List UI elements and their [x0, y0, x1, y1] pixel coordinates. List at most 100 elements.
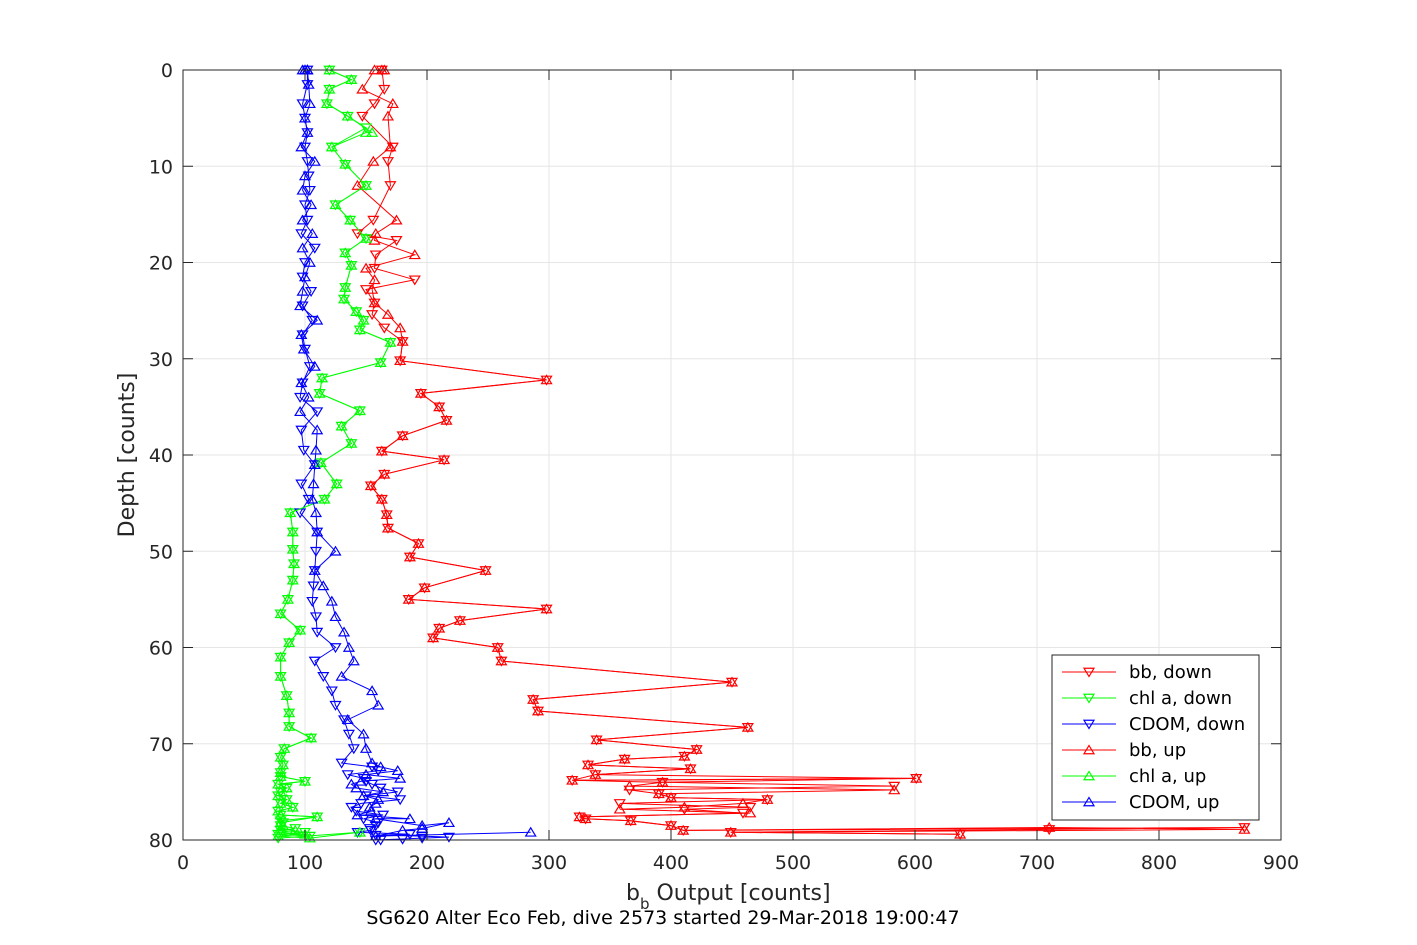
data-point-cdom-up [366, 757, 379, 768]
x-axis-label-main: b [626, 881, 640, 906]
data-point-cdom-up [307, 478, 320, 489]
data-point-cdom-down [307, 581, 320, 592]
data-point-chl-a-up [283, 720, 296, 731]
data-point-cdom-up [329, 611, 342, 622]
data-point-chl-a-up [305, 732, 318, 743]
data-point-bb-up [566, 774, 579, 785]
legend-item-bb-up: bb, up [1062, 740, 1186, 761]
data-point-bb-up [427, 632, 440, 643]
data-point-chl-a-up [325, 141, 338, 152]
y-tick-label: 80 [149, 830, 173, 852]
legend-marker [1082, 796, 1096, 807]
data-point-bb-up [364, 480, 377, 491]
data-point-bb-up [623, 780, 636, 791]
data-point-cdom-up [308, 458, 321, 469]
x-tick-label: 400 [653, 852, 689, 874]
data-point-cdom-down [329, 643, 342, 654]
data-point-chl-a-up [345, 73, 358, 84]
data-point-chl-a-up [330, 478, 343, 489]
data-point-cdom-up [357, 790, 370, 801]
x-tick-label: 900 [1263, 852, 1299, 874]
data-point-chl-a-up [344, 214, 357, 225]
data-point-bb-up [678, 750, 691, 761]
data-point-cdom-up [374, 761, 387, 772]
data-point-cdom-up [347, 655, 360, 666]
x-tick-label: 800 [1141, 852, 1177, 874]
data-point-bb-up [954, 828, 967, 839]
data-point-cdom-up [296, 242, 309, 253]
data-point-chl-a-up [318, 493, 331, 504]
legend-label: bb, up [1129, 740, 1186, 761]
x-axis-label: bb Output [counts] [626, 881, 831, 913]
data-point-cdom-down [308, 656, 321, 667]
data-point-chl-a-up [353, 324, 366, 335]
data-point-bb-up [910, 772, 923, 783]
data-point-chl-a-down [359, 123, 373, 134]
data-point-bb-up [359, 262, 373, 273]
data-point-bb-up [384, 141, 397, 152]
data-point-bb-up [590, 734, 603, 745]
data-point-cdom-up [298, 112, 312, 123]
data-point-bb-up [624, 815, 637, 826]
x-tick-label: 300 [531, 852, 567, 874]
data-point-chl-a-up [359, 179, 373, 190]
data-point-cdom-up [396, 824, 409, 835]
data-point-bb-up [380, 509, 393, 520]
data-point-cdom-up [311, 526, 324, 537]
data-point-bb-down [369, 250, 382, 261]
data-point-bb-down [384, 181, 397, 192]
data-point-chl-a-up [316, 372, 329, 383]
data-point-chl-a-up [283, 637, 296, 648]
data-point-cdom-up [355, 775, 368, 786]
data-point-cdom-up [351, 809, 364, 820]
data-point-bb-down [390, 236, 403, 247]
data-point-cdom-up [297, 343, 310, 354]
data-point-cdom-up [308, 360, 321, 371]
data-point-cdom-up [302, 391, 315, 402]
data-point-bb-down [356, 111, 369, 122]
data-point-chl-a-up [272, 805, 285, 816]
data-point-cdom-down [335, 758, 348, 769]
data-point-bb-up [527, 693, 540, 704]
data-point-cdom-down [309, 612, 323, 623]
data-point-chl-a-up [345, 259, 358, 270]
data-point-cdom-down [294, 392, 307, 403]
data-point-bb-up [888, 784, 901, 795]
data-point-chl-a-up [329, 199, 342, 210]
y-tick-labels: 0 10 20 30 40 50 60 70 80 [149, 60, 173, 852]
data-point-cdom-up [359, 742, 373, 753]
data-point-bb-down [613, 799, 626, 810]
data-point-chl-a-up [274, 651, 287, 662]
x-tick-label: 0 [177, 852, 189, 874]
data-point-cdom-up [416, 822, 429, 833]
data-point-chl-a-up [313, 387, 326, 398]
data-point-cdom-up [317, 580, 330, 591]
data-point-cdom-up [306, 227, 319, 238]
data-point-chl-a-up [311, 811, 324, 822]
data-point-cdom-up [306, 493, 319, 504]
data-point-bb-up [433, 622, 446, 633]
series-line-cdom-up [299, 69, 531, 837]
data-point-cdom-up [391, 765, 404, 776]
data-point-chl-a-up [366, 126, 379, 137]
series-layer [272, 64, 1251, 846]
data-point-cdom-up [345, 778, 358, 789]
data-point-cdom-down [337, 715, 351, 726]
data-point-cdom-up [341, 714, 354, 725]
data-point-chl-a-up [272, 778, 285, 789]
data-point-cdom-up [298, 271, 312, 282]
data-point-cdom-up [359, 768, 373, 779]
data-point-bb-up [664, 791, 678, 803]
data-point-bb-up [402, 593, 415, 604]
data-point-bb-down [368, 263, 381, 274]
data-point-bb-up [744, 807, 757, 818]
data-point-chl-a-up [278, 742, 291, 753]
legend-item-chl-a-up: chl a, up [1062, 766, 1206, 787]
y-tick-label: 50 [149, 541, 173, 563]
data-point-bb-up [741, 721, 754, 732]
data-point-cdom-down [298, 142, 312, 153]
data-point-bb-down [678, 804, 691, 815]
legend-item-chl-a-down: chl a, down [1062, 688, 1232, 709]
data-point-bb-up [414, 387, 427, 398]
data-point-cdom-down [391, 787, 404, 798]
